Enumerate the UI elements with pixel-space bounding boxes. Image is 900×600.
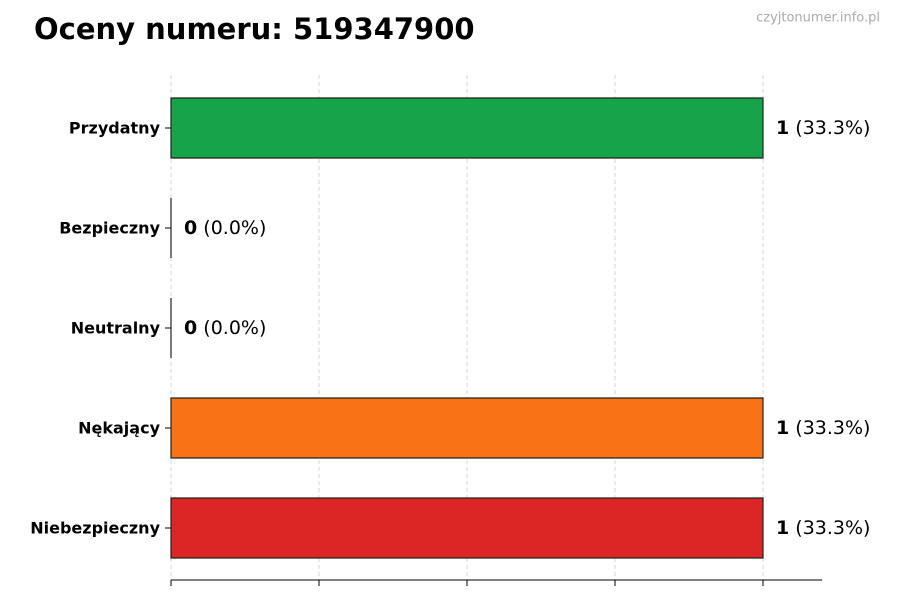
y-tick-label: Nękający bbox=[78, 419, 160, 438]
value-count: 1 bbox=[776, 417, 789, 439]
value-label: 1 (33.3%) bbox=[776, 117, 870, 139]
y-tick-label: Bezpieczny bbox=[59, 219, 160, 238]
value-label: 0 (0.0%) bbox=[184, 217, 266, 239]
value-percent: (0.0%) bbox=[203, 217, 266, 239]
value-count: 1 bbox=[776, 117, 789, 139]
y-tick-label: Przydatny bbox=[69, 119, 161, 138]
value-percent: (33.3%) bbox=[795, 517, 870, 539]
value-percent: (0.0%) bbox=[203, 317, 266, 339]
bar bbox=[170, 397, 764, 459]
chart-title: Oceny numeru: 519347900 bbox=[34, 12, 475, 46]
value-label: 1 (33.3%) bbox=[776, 417, 870, 439]
y-tick-label: Neutralny bbox=[71, 319, 161, 338]
value-label: 1 (33.3%) bbox=[776, 517, 870, 539]
value-percent: (33.3%) bbox=[795, 417, 870, 439]
watermark: czyjtonumer.info.pl bbox=[756, 11, 880, 26]
bar bbox=[170, 97, 764, 159]
value-label: 0 (0.0%) bbox=[184, 317, 266, 339]
value-count: 0 bbox=[184, 317, 197, 339]
value-count: 1 bbox=[776, 517, 789, 539]
value-percent: (33.3%) bbox=[795, 117, 870, 139]
bar bbox=[170, 497, 764, 559]
value-count: 0 bbox=[184, 217, 197, 239]
y-tick-label: Niebezpieczny bbox=[30, 519, 160, 538]
